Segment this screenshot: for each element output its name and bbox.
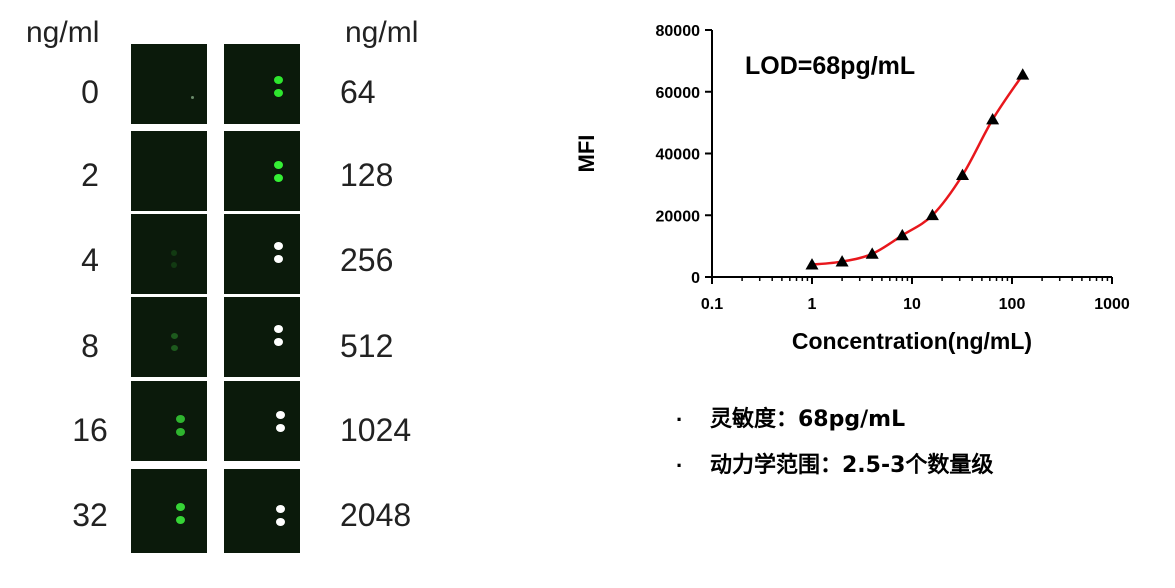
well-right-4 xyxy=(224,381,300,461)
spot xyxy=(274,242,283,250)
data-point xyxy=(925,208,939,221)
spot xyxy=(274,338,283,346)
sensitivity-text: 灵敏度：68pg/mL xyxy=(710,407,906,432)
bullet-dot: · xyxy=(676,453,684,478)
spot xyxy=(274,89,283,97)
data-point xyxy=(895,228,909,241)
left-conc-2: 4 xyxy=(81,242,99,278)
spot xyxy=(274,174,283,182)
data-point xyxy=(956,168,970,180)
spot xyxy=(191,96,194,99)
y-tick-label: 0 xyxy=(691,270,700,287)
concentration-mfi-chart: 0.1 1 10 100 1000 0 20000 40000 60000 80000 Concen… xyxy=(574,23,1130,354)
right-conc-0: 64 xyxy=(340,74,376,110)
left-conc-0: 0 xyxy=(81,74,99,110)
spot xyxy=(176,516,185,524)
well-left-5 xyxy=(131,469,207,553)
well-left-0 xyxy=(131,44,207,124)
data-point xyxy=(805,258,819,270)
spot xyxy=(176,503,185,511)
left-conc-1: 2 xyxy=(81,157,99,193)
x-tick-label: 1 xyxy=(808,296,817,313)
x-axis-label: Concentration(ng/mL) xyxy=(792,328,1032,354)
spot xyxy=(171,333,178,339)
well-right-2 xyxy=(224,214,300,294)
left-unit-label: ng/ml xyxy=(26,16,100,49)
lod-annotation: LOD=68pg/mL xyxy=(745,52,915,80)
well-right-1 xyxy=(224,131,300,211)
dynamic-range-text: 动力学范围：2.5-3个数量级 xyxy=(710,453,994,478)
spot xyxy=(274,325,283,333)
well-right-5 xyxy=(224,469,300,553)
spot xyxy=(176,415,185,423)
y-axis-label: MFI xyxy=(574,135,599,173)
data-point xyxy=(865,247,879,259)
left-conc-4: 16 xyxy=(72,412,108,448)
spot xyxy=(276,424,285,432)
y-tick-label: 60000 xyxy=(656,85,701,102)
x-tick-label: 0.1 xyxy=(701,296,723,313)
data-point xyxy=(835,255,849,267)
data-point xyxy=(1016,68,1030,80)
spot xyxy=(171,250,177,256)
spot xyxy=(171,345,178,351)
spot xyxy=(276,505,285,513)
spot xyxy=(176,428,185,436)
well-right-3 xyxy=(224,297,300,377)
spot xyxy=(171,262,177,268)
left-conc-5: 32 xyxy=(72,497,108,533)
well-right-0 xyxy=(224,44,300,124)
bullet-dot: · xyxy=(676,407,684,432)
spot xyxy=(276,411,285,419)
right-conc-2: 256 xyxy=(340,242,394,278)
well-left-2 xyxy=(131,214,207,294)
right-conc-1: 128 xyxy=(340,157,394,193)
right-conc-5: 2048 xyxy=(340,497,412,533)
right-unit-label: ng/ml xyxy=(345,16,419,49)
well-left-1 xyxy=(131,131,207,211)
spot xyxy=(274,161,283,169)
well-left-4 xyxy=(131,381,207,461)
left-conc-3: 8 xyxy=(81,328,99,364)
data-point xyxy=(986,113,1000,125)
spot xyxy=(274,255,283,263)
x-tick-label: 100 xyxy=(999,296,1026,313)
y-tick-label: 80000 xyxy=(656,23,701,40)
y-tick-label: 20000 xyxy=(656,208,701,225)
right-conc-3: 512 xyxy=(340,328,394,364)
spot xyxy=(276,518,285,526)
x-tick-label: 1000 xyxy=(1094,296,1130,313)
spot xyxy=(274,76,283,84)
right-conc-4: 1024 xyxy=(340,412,412,448)
fit-curve xyxy=(811,74,1024,266)
well-left-3 xyxy=(131,297,207,377)
y-tick-label: 40000 xyxy=(656,147,701,164)
x-tick-label: 10 xyxy=(903,296,921,313)
